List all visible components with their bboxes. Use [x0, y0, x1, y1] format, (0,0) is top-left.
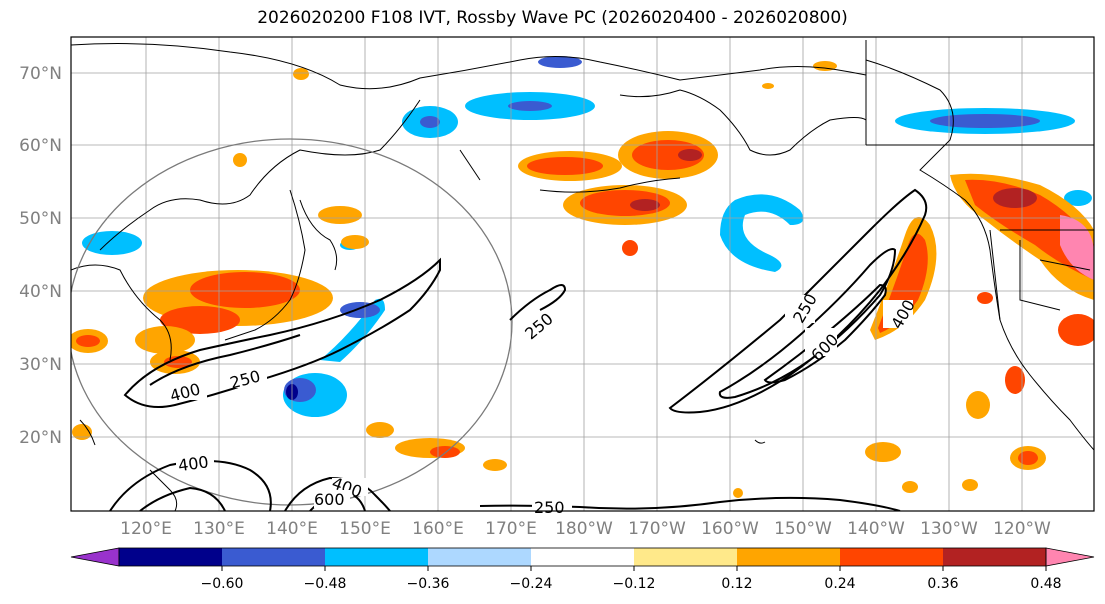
lon-tick-140w: 140°W: [847, 519, 905, 539]
colorbar-tick-label: −0.12: [613, 576, 656, 592]
colorbar-tick-label: 0.48: [1030, 576, 1061, 592]
colorbar-segment: [428, 548, 532, 566]
lat-tick-50n: 50°N: [19, 209, 62, 229]
colorbar-tick-label: −0.60: [201, 576, 244, 592]
neg-anomaly-region: [82, 231, 142, 255]
colorbar-extend-low: [70, 547, 120, 567]
lon-tick-170e: 170°E: [485, 519, 537, 539]
lon-tick-120e: 120°E: [120, 519, 172, 539]
lat-tick-30n: 30°N: [19, 355, 62, 375]
map-frame: [70, 36, 1095, 512]
lon-tick-140e: 140°E: [266, 519, 318, 539]
lon-tick-130w: 130°W: [920, 519, 978, 539]
lon-tick-150w: 150°W: [774, 519, 832, 539]
colorbar-frame: [118, 547, 1047, 567]
graticule: [71, 37, 1094, 511]
contour-400-west: [149, 334, 301, 386]
contour-label-600-south: 600: [314, 490, 345, 509]
colorbar-tick-label: 0.12: [721, 576, 752, 592]
colorbar-tick-label: 0.36: [927, 576, 958, 592]
colorbar-segment: [737, 548, 841, 566]
colorbar-segment: [634, 548, 738, 566]
colorbar-tick-label: −0.36: [407, 576, 450, 592]
contour-250-mid: [509, 284, 567, 321]
lon-tick-130e: 130°E: [193, 519, 245, 539]
contour-600-south-w: [139, 486, 226, 511]
lat-tick-70n: 70°N: [19, 64, 62, 84]
map-title: 2026020200 F108 IVT, Rossby Wave PC (202…: [257, 8, 848, 28]
lon-tick-180w: 180°W: [555, 519, 613, 539]
lat-tick-40n: 40°N: [19, 282, 62, 302]
neg-anomaly-region: [538, 56, 582, 68]
colorbar-segment: [840, 548, 944, 566]
lon-tick-160e: 160°E: [412, 519, 464, 539]
lon-tick-120w: 120°W: [993, 519, 1051, 539]
lon-tick-160w: 160°W: [701, 519, 759, 539]
lon-tick-150e: 150°E: [339, 519, 391, 539]
lon-tick-170w: 170°W: [628, 519, 686, 539]
colorbar-extend-high: [1045, 547, 1095, 567]
contour-label-250-south: 250: [534, 498, 565, 517]
coastlines: [71, 40, 1094, 511]
colorbar-tick-label: −0.48: [304, 576, 347, 592]
colorbar-segment: [222, 548, 326, 566]
colorbar-segment: [325, 548, 429, 566]
contour-label-400-south: 400: [177, 452, 210, 475]
colorbar-segment: [531, 548, 635, 566]
colorbar-tick-label: 0.24: [824, 576, 855, 592]
colorbar-tick-label: −0.24: [510, 576, 553, 592]
contour-250-west: [123, 257, 441, 408]
colorbar-segment: [119, 548, 223, 566]
lat-tick-20n: 20°N: [19, 428, 62, 448]
colorbar: −0.60 −0.48 −0.36 −0.24 −0.12 0.12 0.24 0.36 0.4…: [70, 547, 1095, 592]
lat-tick-60n: 60°N: [19, 136, 62, 156]
lon-axis: 120°E 130°E 140°E 150°E 160°E 170°E 180°…: [120, 519, 1051, 539]
neg-anomaly-arc: [720, 194, 804, 272]
colorbar-segment: [943, 548, 1047, 566]
contour-400-east: [718, 248, 897, 399]
lat-axis: 70°N 60°N 50°N 40°N 30°N 20°N: [19, 64, 62, 448]
